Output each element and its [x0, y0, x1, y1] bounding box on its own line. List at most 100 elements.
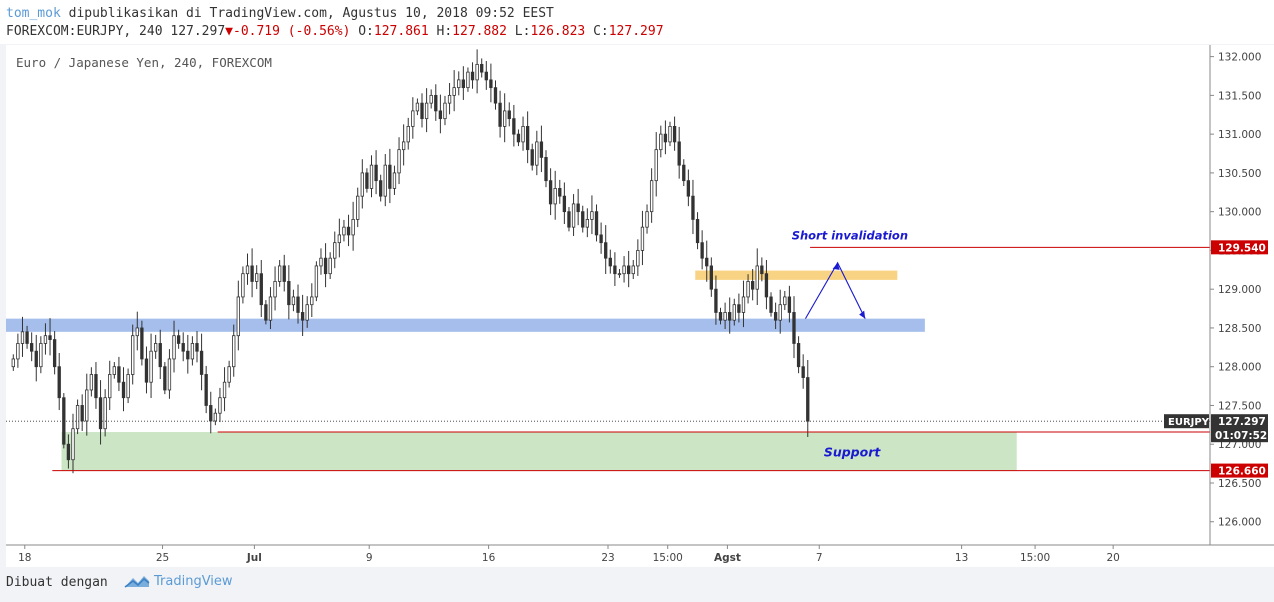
candle-body — [503, 110, 507, 127]
candle-body — [806, 377, 810, 422]
price-tick-label: 126.000 — [1218, 517, 1261, 529]
candle-body — [374, 164, 378, 182]
candle-body — [401, 141, 406, 151]
candle-body — [328, 257, 332, 275]
candle-body — [622, 265, 626, 275]
price-tick-label: 129.000 — [1218, 284, 1261, 296]
price-tick-label: 132.000 — [1218, 52, 1261, 64]
candle-body — [608, 257, 612, 267]
candle-body — [222, 381, 227, 399]
candle-body — [287, 281, 291, 306]
candle-body — [640, 226, 645, 251]
candle-body — [787, 296, 792, 313]
author-link[interactable]: tom_mok — [6, 6, 61, 21]
candle-body — [25, 331, 29, 344]
candle-body — [466, 71, 470, 89]
candle-body — [108, 374, 112, 399]
candle-body — [415, 102, 420, 112]
candle-body — [567, 211, 571, 228]
candle-body — [277, 265, 282, 282]
candle-body — [668, 125, 672, 143]
candle-body — [319, 257, 323, 267]
candle-body — [236, 296, 240, 337]
tradingview-logo-icon — [124, 576, 150, 588]
candle-body — [558, 188, 562, 197]
time-tick-label: 15:00 — [653, 552, 683, 564]
candle-body — [457, 79, 461, 89]
candle-body — [227, 366, 231, 383]
candle-body — [741, 296, 746, 313]
candle-body — [264, 304, 268, 321]
candle-body — [516, 133, 521, 143]
level-price-label: 129.540 — [1218, 242, 1266, 254]
candle-body — [131, 335, 135, 375]
candle-body — [507, 110, 511, 120]
candle-body — [530, 149, 534, 166]
candle-body — [470, 71, 475, 81]
candle-body — [195, 343, 199, 352]
candle-body — [369, 164, 374, 189]
candle-body — [296, 296, 300, 313]
candle-body — [590, 211, 594, 220]
candle-body — [190, 343, 195, 360]
level-price-label: 126.660 — [1218, 466, 1266, 478]
candle-body — [163, 366, 167, 391]
candle-body — [447, 94, 452, 104]
candle-body — [636, 250, 640, 267]
candle-body — [438, 110, 443, 120]
candle-body — [314, 265, 319, 298]
candle-body — [783, 296, 787, 306]
candle-body — [176, 335, 181, 344]
candle-body — [80, 405, 84, 422]
symbol-label: FOREXCOM:EURJPY, 240 — [6, 24, 163, 39]
candle-body — [750, 281, 755, 290]
tradingview-link[interactable]: TradingView — [124, 573, 233, 589]
candle-body — [489, 79, 493, 89]
overlays-layer — [6, 246, 1210, 472]
candle-body — [213, 412, 218, 422]
candle-body — [796, 343, 801, 368]
symbol-tag-badge — [1164, 414, 1209, 429]
candle-body — [475, 63, 479, 81]
chart-header: tom_mok dipublikasikan di TradingView.co… — [0, 0, 1274, 44]
candle-body — [411, 110, 415, 127]
price-tick-label: 131.500 — [1218, 90, 1261, 102]
support-label: Support — [824, 444, 882, 459]
candle-body — [548, 180, 553, 205]
candle-body — [562, 195, 567, 213]
candle-body — [126, 374, 130, 399]
candle-body — [718, 312, 723, 321]
candle-body — [342, 226, 346, 236]
footer: Dibuat dengan TradingView — [0, 567, 1274, 602]
candle-body — [755, 265, 759, 290]
candle-body — [553, 188, 557, 205]
candle-body — [388, 164, 392, 189]
price-change: -0.719 (-0.56%) — [233, 24, 351, 39]
candle-body — [484, 71, 488, 81]
open-label: O: — [358, 24, 374, 39]
candle-body — [571, 203, 576, 228]
candle-body — [94, 374, 98, 399]
made-with-label: Dibuat dengan — [6, 575, 108, 590]
candle-body — [613, 265, 617, 275]
chart-title: Euro / Japanese Yen, 240, FOREXCOM — [16, 55, 272, 70]
candle-body — [732, 304, 736, 321]
candle-body — [300, 312, 305, 321]
time-axis[interactable]: 18 25 Jul 9 16 23 15:00 Agst 7 13 15:00 20 — [18, 545, 1120, 564]
candle-body — [760, 265, 764, 275]
candle-body — [659, 133, 663, 151]
candle-body — [420, 102, 424, 120]
candle-body — [452, 87, 456, 96]
candle-body — [218, 397, 222, 414]
candle-body — [30, 343, 34, 352]
candle-body — [337, 234, 342, 244]
candle-body — [525, 125, 530, 151]
candle-body — [434, 94, 438, 112]
price-tick-label: 131.000 — [1218, 129, 1261, 141]
candle-body — [250, 265, 254, 282]
price-axis[interactable]: 126.000 126.500 127.000 127.500 128.000 128.5… — [1164, 52, 1268, 529]
price-chart[interactable]: 126.000 126.500 127.000 127.500 128.000 128.5… — [6, 45, 1274, 567]
candle-body — [801, 366, 805, 378]
candle-body — [181, 343, 185, 352]
last-price: 127.297 — [170, 24, 226, 39]
